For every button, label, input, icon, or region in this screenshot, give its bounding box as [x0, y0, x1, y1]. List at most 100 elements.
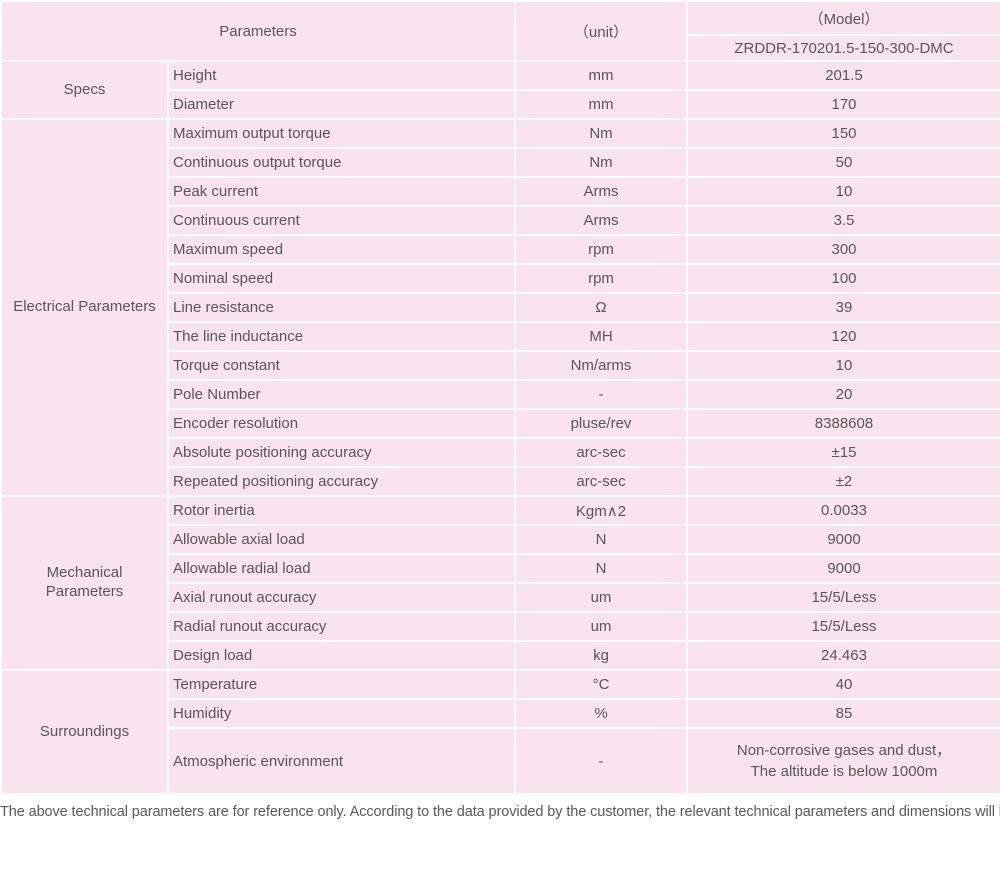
unit-cell: arc-sec [514, 466, 688, 497]
value-cell: 40 [686, 669, 1000, 700]
value-cell: 39 [686, 292, 1000, 323]
header-parameters: Parameters [0, 0, 516, 62]
unit-cell: Arms [514, 205, 688, 236]
value-cell: 8388608 [686, 408, 1000, 439]
table-row: Absolute positioning accuracy arc-sec ±15 [1, 437, 1000, 468]
value-cell: 10 [686, 350, 1000, 381]
unit-cell: arc-sec [514, 437, 688, 468]
param-cell: Absolute positioning accuracy [167, 437, 516, 468]
value-cell: 15/5/Less [686, 611, 1000, 642]
value-cell: 9000 [686, 553, 1000, 584]
header-model: （Model） [686, 0, 1000, 36]
category-cell: Specs [0, 60, 169, 120]
table-row: Axial runout accuracy um 15/5/Less [1, 582, 1000, 613]
param-cell: Repeated positioning accuracy [167, 466, 516, 497]
table-row: Humidity% 85 [1, 698, 1000, 729]
param-cell: Axial runout accuracy [167, 582, 516, 613]
table-row: Nominal speed rpm 100 [1, 263, 1000, 294]
unit-cell: Kgm∧2 [514, 495, 688, 526]
value-cell: 50 [686, 147, 1000, 178]
param-cell: Design load [167, 640, 516, 671]
value-cell: 300 [686, 234, 1000, 265]
value-cell: ±15 [686, 437, 1000, 468]
param-cell: Rotor inertia [167, 495, 516, 526]
unit-cell: - [514, 727, 688, 795]
value-cell: ±2 [686, 466, 1000, 497]
table-row: Radial runout accuracy um 15/5/Less [1, 611, 1000, 642]
table-row: Design load kg 24.463 [1, 640, 1000, 671]
table-row: Electrical Parameters Maximum output torq… [0, 118, 1000, 497]
value-cell: Non-corrosive gases and dust， The altitu… [686, 727, 1000, 795]
unit-cell: °C [514, 669, 688, 700]
param-cell: Temperature [167, 669, 516, 700]
table-row: Repeated positioning accuracy arc-sec ±2 [1, 466, 1000, 497]
header-unit: （unit） [514, 0, 688, 62]
value-cell: 10 [686, 176, 1000, 207]
table-row: Mechanical Parameters Rotor inertia Kgm∧2 0… [0, 495, 1000, 671]
param-cell: Diameter [167, 89, 516, 120]
spec-table-body: Specs Height mm 201.5 Diameter mm 170 Electrica… [0, 60, 1000, 795]
value-cell: 20 [686, 379, 1000, 410]
param-cell: Maximum output torque [167, 118, 516, 149]
value-cell: 15/5/Less [686, 582, 1000, 613]
unit-cell: N [514, 524, 688, 555]
param-cell: Allowable radial load [167, 553, 516, 584]
unit-cell: N [514, 553, 688, 584]
footer-note: The above technical parameters are for r… [0, 804, 1000, 820]
param-cell: Nominal speed [167, 263, 516, 294]
spec-table: Parameters （unit） （Model） ZRDDR-170201.5… [0, 0, 1000, 795]
table-row: Atmospheric environment - Non-corrosive ga… [1, 727, 1000, 795]
unit-cell: pluse/rev [514, 408, 688, 439]
unit-cell: % [514, 698, 688, 729]
param-cell: Torque constant [167, 350, 516, 381]
unit-cell: Ω [514, 292, 688, 323]
header-model-number: ZRDDR-170201.5-150-300-DMC [686, 34, 1000, 62]
unit-cell: MH [514, 321, 688, 352]
table-row: Peak current Arms 10 [1, 176, 1000, 207]
param-cell: Peak current [167, 176, 516, 207]
value-cell: 3.5 [686, 205, 1000, 236]
unit-cell: Arms [514, 176, 688, 207]
value-cell: 170 [686, 89, 1000, 120]
value-cell: 100 [686, 263, 1000, 294]
unit-cell: mm [514, 89, 688, 120]
table-row: Allowable axial load N 9000 [1, 524, 1000, 555]
table-row: Diameter mm 170 [1, 89, 1000, 120]
param-cell: Allowable axial load [167, 524, 516, 555]
spec-table-header: Parameters （unit） （Model） ZRDDR-170201.5… [0, 0, 1000, 62]
table-row: Torque constant Nm/arms 10 [1, 350, 1000, 381]
table-row: The line inductance MH 120 [1, 321, 1000, 352]
table-row: Maximum speed rpm 300 [1, 234, 1000, 265]
unit-cell: rpm [514, 263, 688, 294]
unit-cell: mm [514, 60, 688, 91]
value-cell: 9000 [686, 524, 1000, 555]
unit-cell: um [514, 582, 688, 613]
param-cell: Pole Number [167, 379, 516, 410]
unit-cell: Nm [514, 118, 688, 149]
value-cell: 150 [686, 118, 1000, 149]
category-cell: Electrical Parameters [0, 118, 169, 497]
param-cell: Encoder resolution [167, 408, 516, 439]
category-cell: Surroundings [0, 669, 169, 795]
table-row: Surroundings Temperature °C 40 [0, 669, 1000, 795]
param-cell: Height [167, 60, 516, 91]
value-cell: 120 [686, 321, 1000, 352]
param-cell: Humidity [167, 698, 516, 729]
value-cell: 24.463 [686, 640, 1000, 671]
unit-cell: rpm [514, 234, 688, 265]
param-cell: Continuous output torque [167, 147, 516, 178]
param-cell: Radial runout accuracy [167, 611, 516, 642]
param-cell: Maximum speed [167, 234, 516, 265]
param-cell: Line resistance [167, 292, 516, 323]
unit-cell: kg [514, 640, 688, 671]
value-cell: 201.5 [686, 60, 1000, 91]
unit-cell: - [514, 379, 688, 410]
unit-cell: um [514, 611, 688, 642]
table-row: Line resistance Ω 39 [1, 292, 1000, 323]
unit-cell: Nm/arms [514, 350, 688, 381]
param-cell: Continuous current [167, 205, 516, 236]
table-row: Encoder resolution pluse/rev 8388608 [1, 408, 1000, 439]
param-cell: Atmospheric environment [167, 727, 516, 795]
table-row: Continuous output torque Nm 50 [1, 147, 1000, 178]
